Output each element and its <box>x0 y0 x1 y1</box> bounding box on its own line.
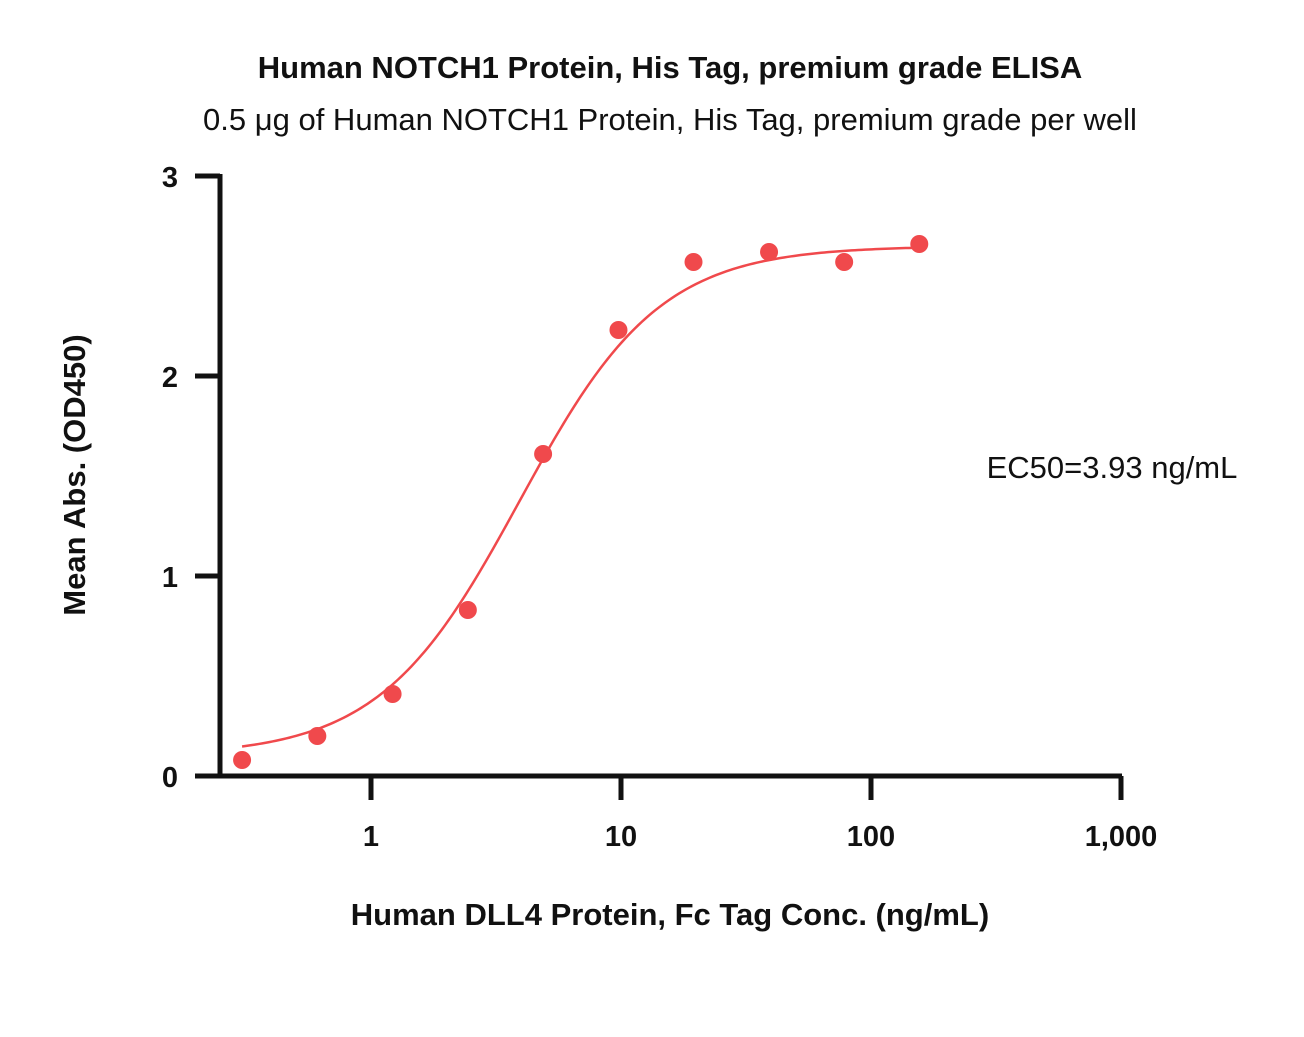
data-point <box>308 727 327 745</box>
data-points-layer <box>233 235 929 769</box>
y-axis-ticks: 0 1 2 3 <box>162 162 220 794</box>
y-tick-label: 3 <box>162 162 178 194</box>
data-point <box>233 751 252 769</box>
x-tick-label: 100 <box>847 821 895 853</box>
data-point <box>684 253 703 271</box>
data-point <box>835 253 854 271</box>
data-point <box>760 243 779 261</box>
data-point <box>458 601 477 619</box>
y-tick-label: 2 <box>162 362 178 394</box>
chart-title: Human NOTCH1 Protein, His Tag, premium g… <box>258 50 1083 85</box>
data-point <box>534 445 553 463</box>
fit-curve-layer <box>241 246 920 748</box>
y-tick-label: 1 <box>162 562 178 594</box>
chart-subtitle: 0.5 μg of Human NOTCH1 Protein, His Tag,… <box>203 102 1137 137</box>
y-tick-label: 0 <box>162 762 178 794</box>
ec50-annotation: EC50=3.93 ng/mL <box>987 450 1238 485</box>
data-point <box>910 235 929 253</box>
data-point <box>383 685 402 703</box>
y-axis-label: Mean Abs. (OD450) <box>57 334 92 615</box>
x-axis-label: Human DLL4 Protein, Fc Tag Conc. (ng/mL) <box>351 897 989 932</box>
x-axis-ticks: 1 10 100 1,000 <box>363 776 1157 853</box>
data-point <box>609 321 628 339</box>
x-tick-label: 1 <box>363 821 379 853</box>
fit-curve <box>241 246 920 748</box>
x-tick-label: 1,000 <box>1085 821 1158 853</box>
x-tick-label: 10 <box>605 821 637 853</box>
